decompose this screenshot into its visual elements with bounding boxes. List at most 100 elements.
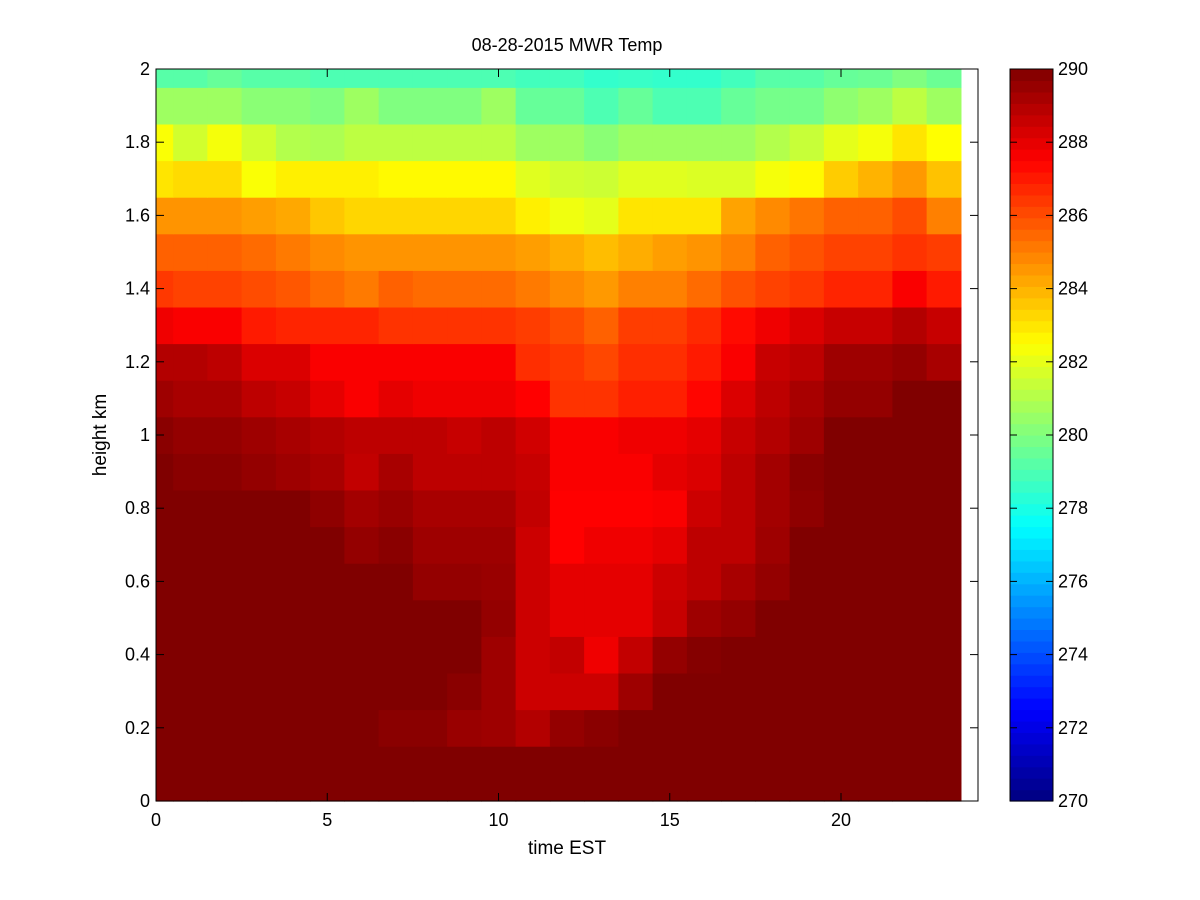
colorbar-band (1010, 240, 1053, 253)
heatmap-cell (892, 233, 928, 271)
heatmap-cell (686, 306, 722, 345)
heatmap-cell (173, 636, 208, 674)
colorbar-tick-label: 288 (1058, 132, 1088, 152)
heatmap-cell (275, 782, 311, 802)
heatmap-cell (549, 380, 585, 418)
heatmap-cell (549, 563, 585, 601)
heatmap-cell (173, 563, 208, 601)
heatmap-cell (549, 270, 585, 308)
colorbar-band (1010, 400, 1053, 413)
colorbar-band (1010, 412, 1053, 425)
heatmap-cell (549, 636, 585, 674)
heatmap-cell (926, 160, 962, 198)
heatmap-cell (173, 233, 208, 271)
heatmap-cell (173, 270, 208, 308)
heatmap-cell (412, 343, 448, 381)
heatmap-cell (378, 709, 414, 747)
heatmap-cell (447, 343, 482, 381)
heatmap-cell (549, 123, 585, 162)
heatmap-cell (926, 306, 962, 345)
heatmap-cell (275, 123, 311, 162)
heatmap-cell (241, 380, 277, 418)
heatmap-cell (789, 782, 825, 802)
heatmap-cell (156, 746, 174, 784)
heatmap-cell (823, 123, 859, 162)
colorbar-band (1010, 583, 1053, 596)
heatmap-cell (755, 526, 791, 564)
heatmap-cell (481, 416, 517, 454)
heatmap-cell (207, 69, 243, 88)
colorbar-band (1010, 297, 1053, 310)
heatmap-cell (481, 672, 517, 711)
heatmap-cell (755, 343, 791, 381)
heatmap-cell (156, 636, 174, 674)
heatmap-cell (241, 453, 277, 491)
heatmap-cell (755, 270, 791, 308)
heatmap-cell (721, 69, 756, 88)
heatmap-cell (241, 599, 277, 637)
heatmap-cell (584, 160, 619, 198)
heatmap-cell (515, 380, 551, 418)
heatmap-cell (789, 599, 825, 637)
heatmap-cell (344, 343, 380, 381)
heatmap-cell (652, 233, 688, 271)
heatmap-cell (207, 709, 243, 747)
heatmap-cell (515, 709, 551, 747)
colorbar-band (1010, 618, 1053, 631)
heatmap-cell (207, 270, 243, 308)
heatmap-cell (686, 782, 722, 802)
heatmap-cell (481, 270, 517, 308)
heatmap-cell (584, 306, 619, 345)
heatmap-cell (823, 306, 859, 345)
heatmap-cell (310, 599, 345, 637)
colorbar-band (1010, 137, 1053, 150)
heatmap-cell (892, 416, 928, 454)
heatmap-cell (789, 746, 825, 784)
heatmap-cell (686, 636, 722, 674)
heatmap-cell (241, 563, 277, 601)
colorbar-band (1010, 274, 1053, 287)
heatmap-cell (156, 453, 174, 491)
heatmap-cell (584, 123, 619, 162)
heatmap-cell (515, 69, 551, 88)
colorbar-band (1010, 320, 1053, 333)
heatmap-cell (686, 526, 722, 564)
heatmap-cell (447, 197, 482, 235)
heatmap-cell (549, 233, 585, 271)
heatmap-cell (892, 489, 928, 528)
heatmap-cell (652, 746, 688, 784)
colorbar-band (1010, 606, 1053, 619)
heatmap-cell (378, 197, 414, 235)
heatmap-cell (447, 87, 482, 125)
heatmap-cell (156, 380, 174, 418)
heatmap-cell (789, 160, 825, 198)
heatmap-cell (892, 672, 928, 711)
colorbar-band (1010, 343, 1053, 356)
colorbar-band (1010, 126, 1053, 139)
heatmap-cell (789, 672, 825, 711)
heatmap-cell (686, 672, 722, 711)
heatmap-cell (412, 380, 448, 418)
heatmap-cell (755, 672, 791, 711)
heatmap-cell (926, 87, 962, 125)
heatmap-cell (755, 453, 791, 491)
heatmap-cell (823, 782, 859, 802)
heatmap-cell (721, 453, 756, 491)
heatmap-cell (549, 197, 585, 235)
heatmap-cell (686, 197, 722, 235)
heatmap-cell (755, 746, 791, 784)
heatmap-cell (926, 123, 962, 162)
heatmap-cell (412, 563, 448, 601)
x-axis-label: time EST (528, 838, 607, 859)
heatmap-cell (156, 599, 174, 637)
heatmap-cell (207, 197, 243, 235)
y-tick-label: 1.2 (125, 352, 150, 372)
heatmap-cell (275, 87, 311, 125)
heatmap-cell (156, 782, 174, 802)
heatmap-cell (156, 489, 174, 528)
heatmap-cell (892, 636, 928, 674)
x-axis-ticks: 0 5 10 15 20 (151, 69, 851, 830)
heatmap-cell (584, 197, 619, 235)
heatmap-cell (755, 563, 791, 601)
heatmap-cell (481, 123, 517, 162)
